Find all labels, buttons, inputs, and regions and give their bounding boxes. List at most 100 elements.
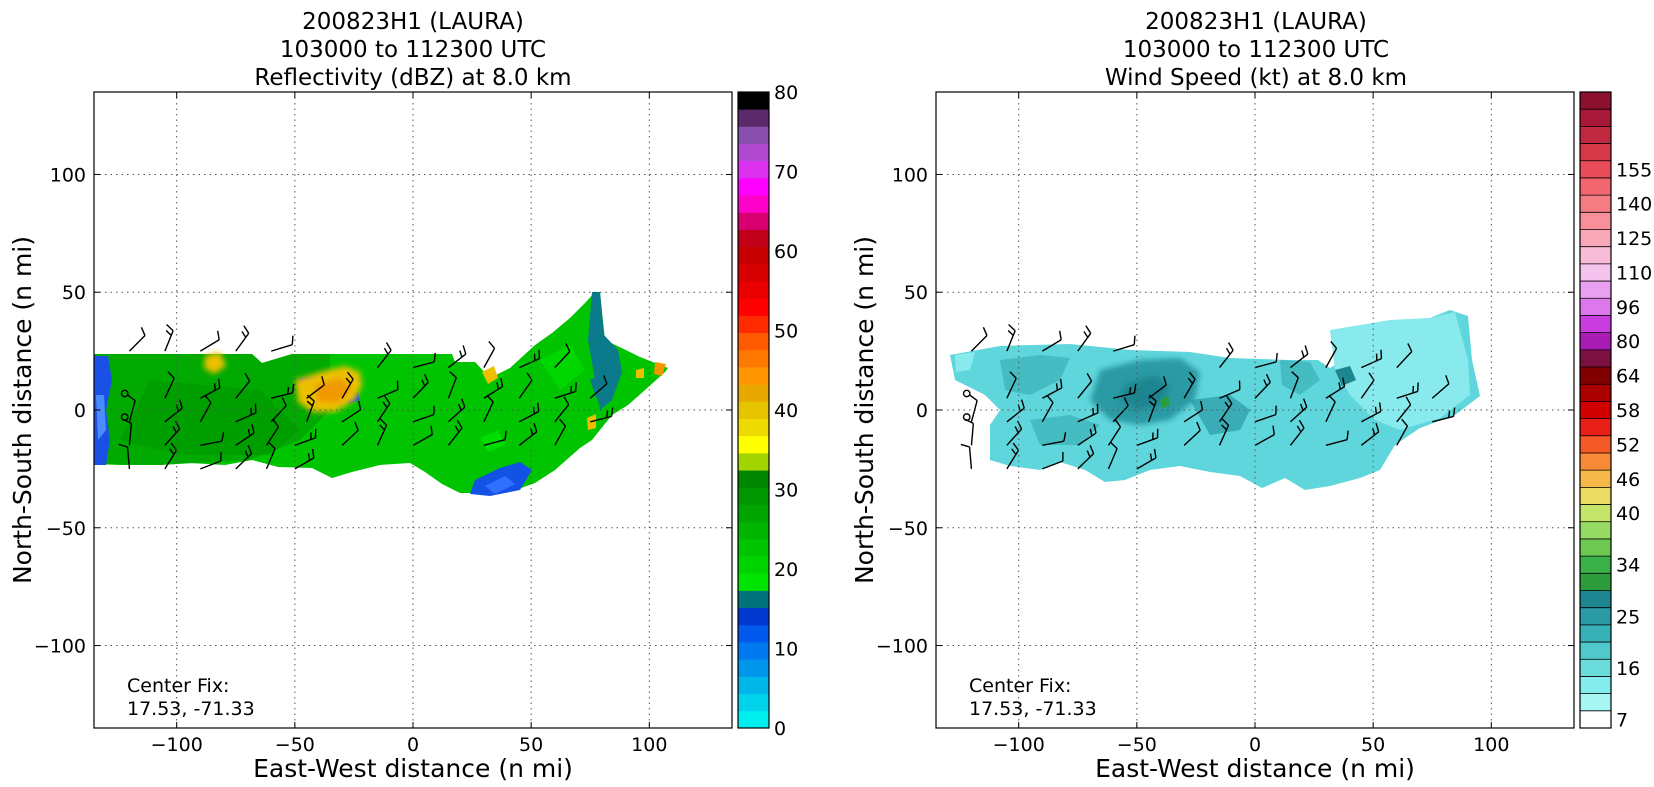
y-tick-label: 100	[50, 164, 86, 186]
wind-barb	[1219, 380, 1241, 399]
wind-barb	[1289, 398, 1308, 423]
chart-title-line-1: 200823H1 (LAURA)	[302, 9, 524, 35]
axis-ticks: −100 −50 0 50 100 −100 −50 0 50 100	[876, 92, 1574, 756]
wind-barb	[447, 371, 457, 399]
y-tick-label: −100	[34, 636, 86, 658]
wind-barb	[1042, 432, 1067, 447]
colorbar-segment	[738, 573, 769, 591]
colorbar-tick-label: 40	[774, 400, 798, 422]
wind-barb	[412, 425, 433, 446]
wind-barb	[412, 352, 436, 369]
wind-barb	[271, 383, 295, 399]
wind-barb	[1289, 371, 1299, 399]
x-axis-label: East-West distance (n mi)	[253, 754, 573, 783]
colorbar-segment	[1580, 521, 1611, 540]
y-axis-label: North-South distance (n mi)	[850, 236, 879, 584]
wind-barb	[519, 349, 541, 369]
colorbar-tick-label: 40	[1616, 503, 1640, 525]
y-tick-label: 0	[74, 400, 86, 422]
wind-barb	[1136, 428, 1159, 446]
wind-barb	[164, 371, 175, 399]
colorbar-segment	[1580, 143, 1611, 162]
colorbar-tick-label: 34	[1616, 555, 1640, 577]
wind-speed-panel: 200823H1 (LAURA) 103000 to 112300 UTC Wi…	[850, 9, 1652, 783]
colorbar-tick-label: 140	[1616, 194, 1652, 216]
wind-barb	[1042, 378, 1063, 399]
wind-barb	[128, 327, 146, 352]
center-fix-coords: 17.53, -71.33	[969, 698, 1097, 720]
wind-barb	[1041, 395, 1054, 423]
wind-barb	[1077, 424, 1097, 446]
chart-title-line-2: 103000 to 112300 UTC	[280, 37, 546, 63]
colorbar-tick-label: 80	[774, 82, 798, 104]
wind-barb	[1218, 395, 1233, 423]
wind-barb	[164, 324, 174, 352]
colorbar-segment	[738, 109, 769, 127]
wind-barb	[1218, 418, 1230, 446]
colorbar-tick-label: 110	[1616, 262, 1652, 284]
wind-barb	[1254, 373, 1271, 399]
wind-barb	[270, 397, 287, 423]
chart-title-line-2: 103000 to 112300 UTC	[1123, 37, 1389, 63]
colorbar-segment	[1580, 710, 1611, 729]
wind-barb	[1325, 340, 1338, 368]
colorbar-segment	[738, 246, 769, 265]
wind-barb	[1006, 324, 1016, 352]
wind-barb	[265, 419, 280, 446]
x-tick-label: 0	[1249, 734, 1261, 756]
colorbar-segment	[738, 349, 769, 368]
wind-barb	[1077, 325, 1092, 352]
reflectivity-field	[94, 292, 668, 496]
colorbar-segment	[1580, 642, 1611, 660]
colorbar-segment	[1580, 435, 1611, 454]
wind-barb	[1254, 405, 1277, 423]
wind-barb	[164, 442, 178, 470]
colorbar-segment	[738, 229, 769, 248]
colorbar-segment	[1580, 504, 1611, 523]
colorbar-segment	[738, 315, 769, 334]
wind-barb	[1113, 383, 1137, 399]
wind-barb	[118, 443, 131, 469]
wind-barb	[483, 340, 496, 368]
grid-lines	[936, 92, 1574, 728]
wind-barb	[235, 424, 255, 446]
colorbar-segment	[738, 384, 769, 402]
wind-barb	[518, 422, 538, 446]
wind-speed-field	[950, 310, 1480, 490]
wind-barb	[1183, 400, 1204, 423]
wind-barb	[412, 405, 435, 423]
wind-barb	[1107, 419, 1122, 446]
colorbar-segment	[738, 143, 769, 162]
colorbar-segment	[738, 710, 769, 729]
wind-barb	[1396, 343, 1413, 369]
x-tick-label: −50	[1117, 734, 1157, 756]
wind-barb	[1112, 397, 1129, 423]
colorbar-segment	[738, 332, 769, 351]
wind-barb	[1254, 425, 1275, 446]
wind-barb	[448, 345, 467, 369]
colorbar-segment	[738, 487, 769, 505]
wind-barb	[341, 400, 362, 423]
wind-barb	[483, 377, 504, 399]
wind-barb	[1289, 419, 1305, 446]
wind-barb	[265, 441, 276, 470]
colorbar-segment	[1580, 607, 1611, 626]
y-tick-label: −100	[876, 636, 928, 658]
wind-barb	[341, 421, 359, 446]
wind-barb	[969, 394, 978, 422]
colorbar-segment	[1580, 349, 1611, 368]
colorbar-tick-label: 125	[1616, 228, 1652, 250]
colorbar-segment	[738, 177, 769, 196]
wind-barb	[235, 445, 253, 470]
chart-title-line-1: 200823H1 (LAURA)	[1145, 9, 1367, 35]
colorbar-segment	[738, 418, 769, 437]
colorbar-segment	[1580, 384, 1611, 402]
colorbar-tick-label: 7	[1616, 709, 1628, 731]
colorbar-tick-label: 0	[774, 718, 786, 740]
wind-barb	[294, 448, 315, 470]
wind-barb	[1077, 403, 1099, 423]
colorbar-segment	[1580, 160, 1611, 179]
colorbar-segment	[1580, 367, 1611, 385]
colorbar-segment	[1580, 332, 1611, 351]
